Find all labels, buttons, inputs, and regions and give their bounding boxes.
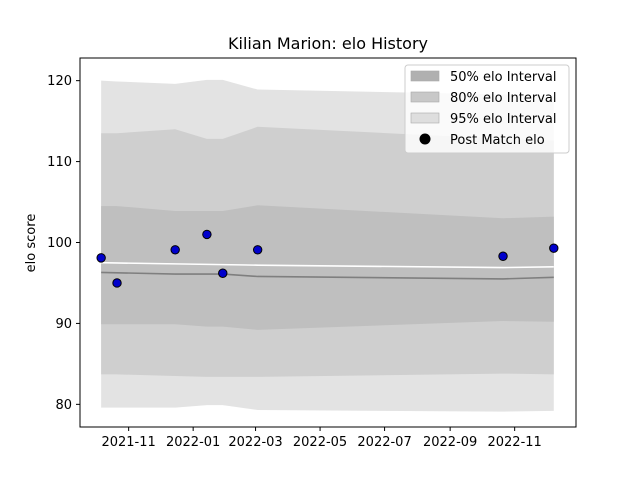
y-axis-label: elo score — [24, 214, 39, 273]
post-match-point — [498, 251, 508, 261]
series-lines — [101, 261, 554, 280]
legend-swatch — [410, 112, 440, 124]
post-match-point — [549, 243, 559, 253]
y-tick-label: 100 — [47, 236, 72, 251]
legend-label: 50% elo Interval — [450, 70, 557, 85]
y-tick-label: 110 — [47, 155, 72, 170]
legend-label: 80% elo Interval — [450, 91, 557, 106]
interval-band-2 — [101, 205, 554, 330]
y-axis-ticks: 80 90 100 110 120 — [47, 74, 80, 413]
x-tick-label: 2022-05 — [293, 435, 347, 450]
x-tick-label: 2022-11 — [487, 435, 541, 450]
post-match-points — [96, 229, 559, 288]
legend-swatch — [410, 70, 440, 82]
legend-label: Post Match elo — [450, 133, 545, 148]
legend-label: 95% elo Interval — [450, 112, 557, 127]
post-match-point — [202, 229, 212, 240]
post-match-point — [252, 245, 263, 255]
x-tick-label: 2022-09 — [423, 435, 477, 450]
x-tick-label: 2022-03 — [228, 435, 282, 450]
interval-bands — [101, 79, 554, 412]
series-line-0 — [101, 261, 554, 269]
legend-marker — [419, 133, 431, 145]
y-tick-label: 90 — [55, 317, 72, 332]
post-match-point — [96, 253, 106, 263]
y-tick-label: 80 — [55, 398, 72, 413]
series-line-1 — [101, 271, 554, 280]
legend: 50% elo Interval 80% elo Interval 95% elo … — [404, 64, 570, 154]
y-tick-label: 120 — [47, 74, 72, 89]
post-match-point — [170, 245, 180, 255]
post-match-point — [112, 278, 122, 288]
chart-title: Kilian Marion: elo History — [228, 34, 428, 53]
x-tick-label: 2021-11 — [101, 435, 155, 450]
x-tick-label: 2022-01 — [166, 435, 220, 450]
x-axis-ticks: 2021-11 2022-01 2022-03 2022-05 2022-07 2022-… — [101, 427, 542, 450]
post-match-point — [218, 268, 228, 278]
legend-swatch — [410, 91, 440, 103]
legend-box — [404, 64, 570, 154]
x-tick-label: 2022-07 — [357, 435, 411, 450]
